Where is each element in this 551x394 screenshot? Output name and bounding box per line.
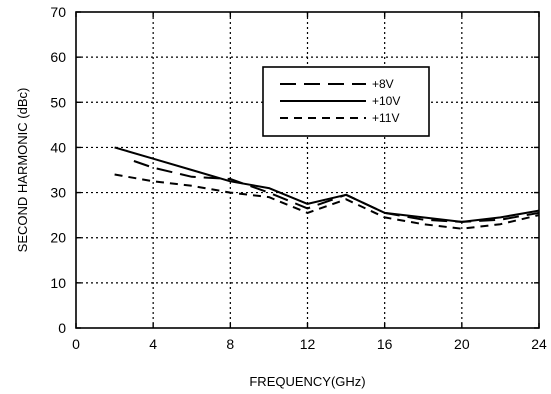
y-axis-title: SECOND HARMONIC (dBc): [15, 88, 30, 253]
series-line-1: [114, 146, 540, 223]
legend: +8V +10V +11V: [262, 66, 430, 137]
x-axis-title: FREQUENCY(GHz): [249, 374, 365, 389]
y-tick-label: 50: [50, 94, 66, 110]
x-tick-label: 8: [226, 336, 234, 352]
x-tick-label: 4: [149, 336, 157, 352]
legend-label-2: +11V: [372, 111, 399, 125]
y-tick-label: 40: [50, 139, 66, 155]
x-tick-label: 12: [300, 336, 316, 352]
x-tick-label: 0: [72, 336, 80, 352]
series-layer: [114, 146, 540, 230]
y-tick-label: 10: [50, 275, 66, 291]
tick-labels: 0 4 8 12 16 20 24 0 10 20 30 40 50 60 70: [50, 4, 547, 352]
y-tick-label: 20: [50, 230, 66, 246]
x-tick-label: 20: [454, 336, 470, 352]
y-tick-label: 0: [58, 320, 66, 336]
axis-ticks: [75, 11, 540, 329]
x-tick-label: 16: [377, 336, 393, 352]
y-tick-label: 30: [50, 185, 66, 201]
legend-items: +8V +10V +11V: [280, 77, 400, 125]
legend-label-0: +8V: [372, 77, 394, 91]
y-tick-label: 60: [50, 49, 66, 65]
series-line-2: [114, 173, 540, 230]
grid: [76, 12, 539, 328]
y-tick-label: 70: [50, 4, 66, 20]
legend-label-1: +10V: [372, 94, 400, 108]
x-tick-label: 24: [531, 336, 547, 352]
plot-area-frame: [75, 11, 540, 329]
